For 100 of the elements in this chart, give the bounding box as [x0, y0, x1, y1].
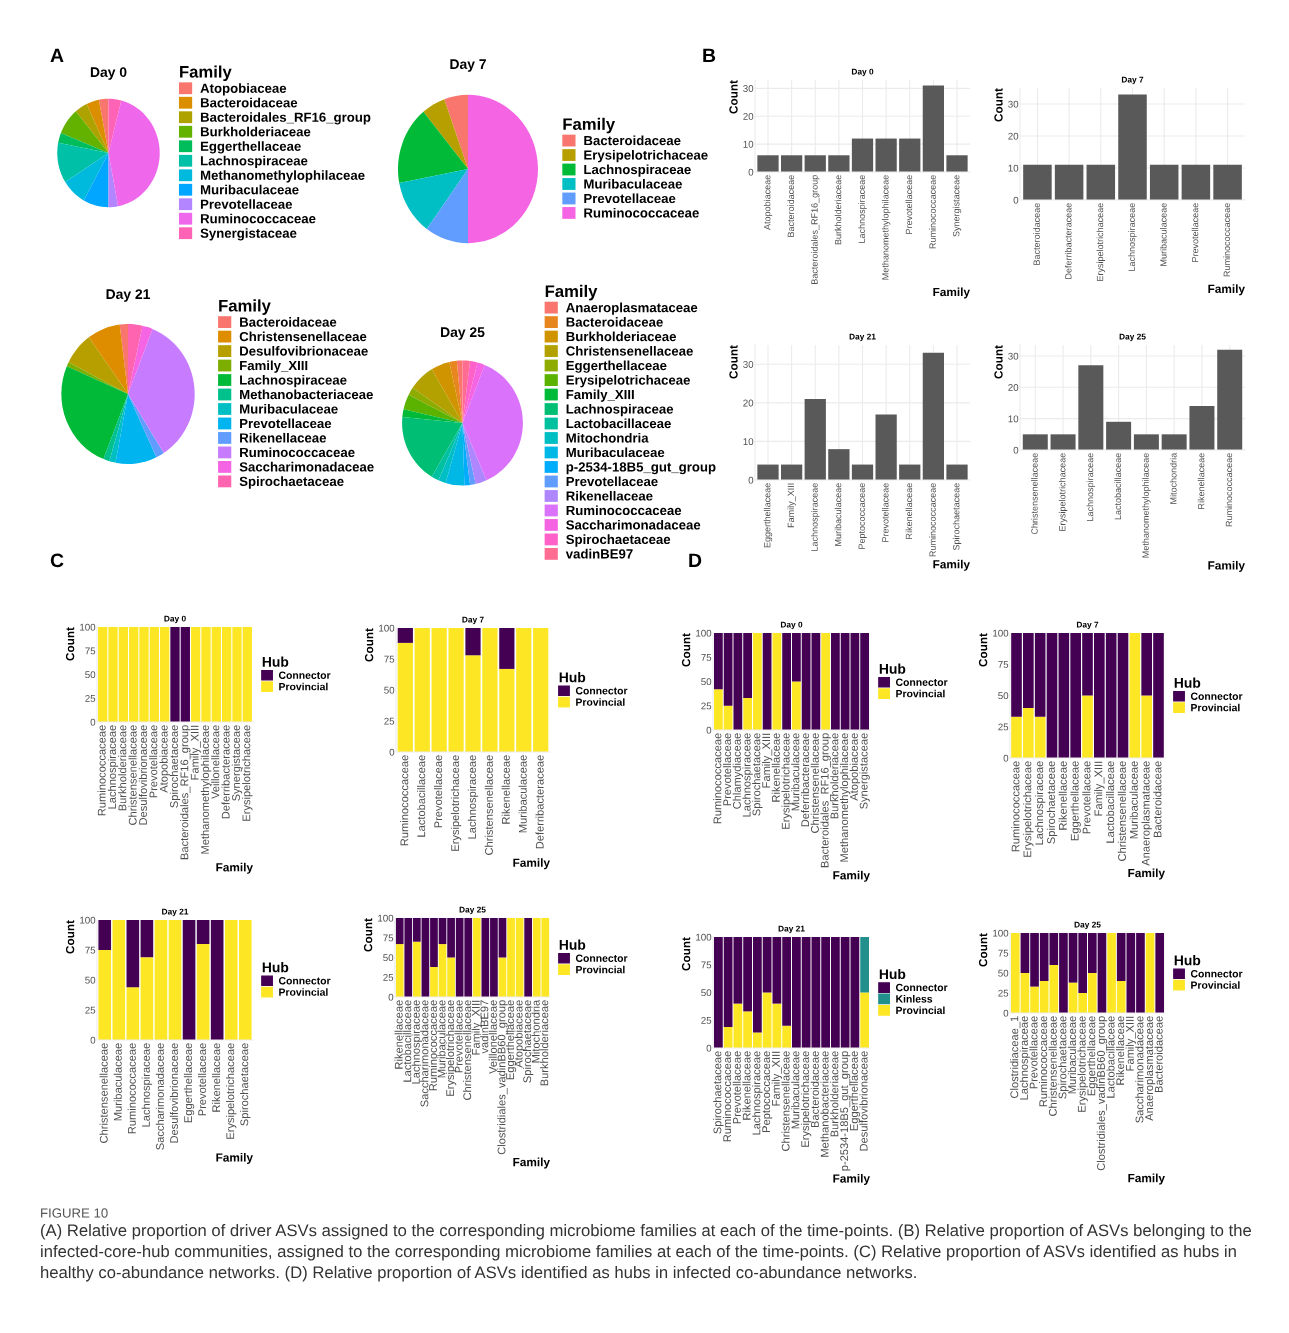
x-tick-label: Burkholderiaceae — [540, 1000, 549, 1086]
x-tick-label: Christensenellaceae — [1031, 453, 1038, 535]
x-tick-label: Erysipelotrichaceae — [226, 1043, 237, 1139]
x-tick-label: Erysipelotrichaceae — [1077, 1016, 1088, 1112]
bar — [196, 944, 210, 1040]
x-tick-label: Veillonellaceae — [488, 1000, 497, 1074]
legend-label: Muribaculaceae — [200, 184, 299, 195]
y-tick-label: 100 — [993, 929, 1009, 937]
y-tick-label: 75 — [85, 647, 96, 655]
x-tick-label: Bacteroidales_RF16_group — [820, 733, 831, 868]
y-tick-label: 0 — [706, 1044, 712, 1052]
x-tick-label: Eggerthellaceae — [763, 483, 773, 548]
bar — [154, 920, 168, 1040]
x-tick-label: Christensenellaceae — [1048, 1016, 1057, 1116]
legend-title: Hub — [262, 962, 289, 973]
x-tick-label: Lactobacillaceae — [403, 1000, 412, 1082]
x-tick-label: p-2534-18B5_gut_group — [840, 1051, 851, 1171]
x-axis-title: Family — [1208, 560, 1245, 572]
x-tick-label: Deferribacteraceae — [221, 725, 230, 819]
bar — [804, 155, 826, 172]
x-tick-label: Lachnospiraceae — [1128, 203, 1137, 271]
x-tick-label: Methanobacteriaceae — [820, 1051, 829, 1157]
bar — [1155, 933, 1165, 1013]
x-tick-label: Lactobacillaceae — [1114, 453, 1122, 520]
y-tick-label: 0 — [706, 726, 712, 734]
legend-label: Provincial — [279, 682, 328, 691]
y-tick-label: 0 — [1013, 446, 1019, 454]
x-tick-label: Erysipelotrichaceae — [242, 725, 253, 821]
x-tick-label: Rikenellaceae — [394, 1000, 403, 1069]
x-tick-label: Family_XIII — [787, 483, 796, 528]
x-tick-label: Muribaculaceae — [791, 733, 800, 811]
y-tick-label: 50 — [85, 671, 96, 679]
y-tick-label: 25 — [384, 717, 395, 725]
x-tick-label: Ruminococcaceae — [929, 483, 936, 557]
x-axis-title: Family — [216, 862, 253, 874]
y-tick-label: 25 — [998, 723, 1009, 731]
y-tick-label: 0 — [748, 168, 754, 176]
y-tick-label: 10 — [1008, 415, 1019, 423]
x-tick-label: Lachnospiraceae — [752, 1051, 763, 1135]
bar — [899, 464, 921, 480]
x-tick-label: Spirochaetaceae — [1046, 761, 1058, 844]
y-tick-label: 75 — [998, 949, 1009, 957]
x-axis-title: Family — [1128, 1173, 1165, 1185]
x-tick-label: Spirochaetaceae — [752, 733, 763, 816]
legend-label: Provincial — [896, 689, 945, 698]
bar — [757, 155, 779, 172]
x-tick-label: Bacteroidales_RF16_group — [811, 175, 820, 284]
x-tick-label: Deferribacteraceae — [1064, 203, 1072, 279]
x-tick-label: Family_XIII — [190, 725, 201, 780]
x-tick-label: Spirochaetaceae — [240, 1043, 251, 1126]
y-tick-label: 50 — [998, 692, 1009, 700]
x-tick-label: Eggerthellaceae — [849, 1051, 861, 1131]
x-tick-label: Muribaculaceae — [113, 1043, 122, 1121]
x-tick-label: Burkholderiaceae — [830, 1051, 839, 1137]
x-tick-label: Methanomethylophilaceae — [881, 175, 891, 280]
text: D — [689, 553, 702, 568]
x-tick-label: Lachnospiraceae — [467, 755, 479, 839]
x-tick-label: Eggerthellaceae — [183, 1043, 195, 1123]
bar — [899, 138, 921, 172]
x-tick-label: Spirochaetaceae — [713, 1051, 724, 1134]
x-tick-label: Rikenellaceae — [1197, 453, 1205, 509]
legend-label: Lachnospiraceae — [200, 155, 308, 169]
bar — [1050, 434, 1076, 450]
bar — [1161, 434, 1187, 450]
legend-label: Provincial — [1191, 981, 1240, 989]
bar — [465, 628, 481, 656]
y-tick-label: 0 — [389, 748, 395, 756]
x-tick-label: Erysipelotrichaceae — [1096, 203, 1106, 281]
x-axis-title: Family — [933, 559, 970, 571]
y-tick-label: 75 — [701, 654, 712, 661]
x-tick-label: Deferribacteraceae — [535, 755, 544, 849]
x-tick-label: Methanomethylophilaceae — [839, 733, 851, 862]
bar — [875, 414, 897, 480]
legend-label: Connector — [278, 977, 331, 985]
bar — [1217, 349, 1243, 450]
bar — [860, 992, 870, 1048]
legend-label: Bacteroidaceae — [240, 317, 337, 327]
y-axis-title: Count — [65, 920, 75, 954]
bar — [168, 920, 182, 1040]
x-tick-label: Erysipelotrichaceae — [450, 755, 462, 851]
chart-title: Day 0 — [780, 621, 803, 630]
x-tick-label: Ruminococcaceae — [1039, 1016, 1048, 1107]
bar — [126, 920, 140, 988]
x-tick-label: Chlamydiaceae — [732, 733, 744, 809]
legend-label: Lachnospiraceae — [240, 374, 347, 388]
x-tick-label: Family_XIII — [771, 1051, 783, 1106]
y-tick-label: 100 — [696, 629, 712, 637]
bar — [922, 85, 945, 172]
bar — [946, 464, 968, 480]
bar — [499, 628, 515, 669]
x-tick-label: Christensenellaceae — [128, 725, 137, 825]
x-tick-label: Christensenellaceae — [484, 755, 493, 855]
x-tick-label: Prevotellaceae — [197, 1043, 207, 1116]
legend-label: Burkholderiaceae — [200, 126, 311, 137]
x-tick-label: Lachnospiraceae — [1019, 1016, 1031, 1100]
bar — [524, 918, 533, 997]
x-axis-title: Family — [1208, 284, 1245, 296]
x-tick-label: Prevotellaceae — [1191, 203, 1199, 262]
legend-label: Kinless — [896, 994, 933, 1003]
y-tick-label: 10 — [743, 438, 754, 446]
